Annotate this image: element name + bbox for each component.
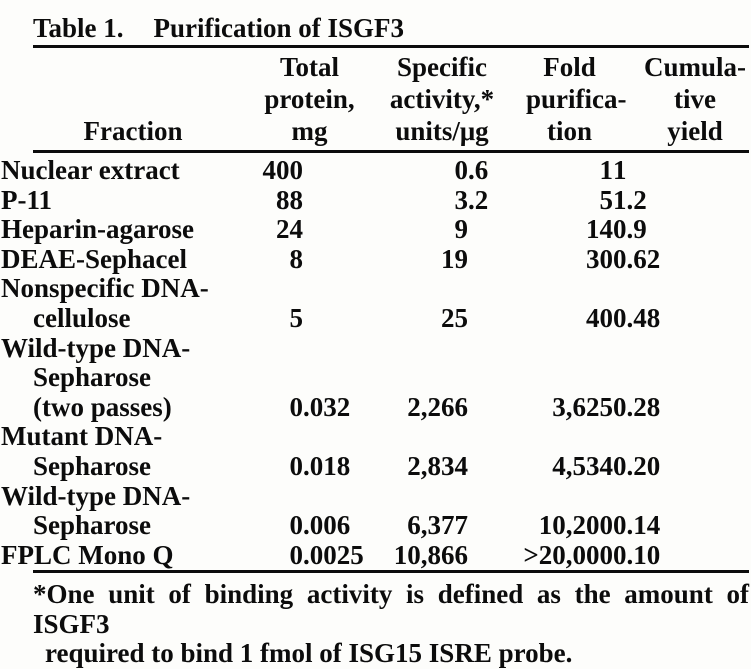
table-header: Fraction Total protein, mg Specific acti…	[33, 46, 749, 153]
cell-cumulative-yield: 0.28	[613, 391, 661, 422]
header-row: Fraction Total protein, mg Specific acti…	[33, 46, 749, 153]
cell-fraction: Heparin-agarose	[1, 214, 194, 245]
cell-cumulative-yield: 1.2	[613, 184, 647, 215]
table-row: Heparin-agarose 24 9 14 0.9	[1, 214, 749, 245]
cell-fraction: Wild-type DNA- Sepharose (two passes)	[1, 332, 191, 422]
footnote-line: *One unit of binding activity is defined…	[33, 579, 749, 639]
column-header-specific-activity: Specific activity,* units/μg	[358, 46, 498, 153]
table-body: Nuclear extract 400 0.6 1 1 P-11 88 3.2 5 1.2 Hepa…	[1, 152, 749, 572]
cell-total-protein: 400	[262, 155, 304, 185]
table-footnote: *One unit of binding activity is defined…	[33, 580, 749, 669]
cell-total-protein: 88	[276, 184, 303, 215]
cell-cumulative-yield: 0.14	[613, 510, 661, 541]
cell-fold-purification: >20,000	[523, 539, 613, 570]
table-row: Wild-type DNA- Sepharose (two passes) 0.0…	[1, 332, 749, 423]
cell-fraction: DEAE-Sephacel	[1, 243, 188, 274]
cell-specific-activity: 10,866	[393, 539, 468, 570]
cell-fraction: P-11	[1, 184, 52, 215]
table-row: DEAE-Sephacel 8 19 30 0.62	[1, 243, 749, 275]
cell-total-protein: 0.018	[289, 450, 351, 481]
cell-fold-purification: 30	[586, 243, 613, 274]
cell-specific-activity: 6,377	[407, 510, 468, 541]
paper-table-figure: Table 1. Purification of ISGF3 Fraction T…	[1, 13, 749, 668]
table-number: Table 1.	[33, 13, 124, 43]
cell-fold-purification: 5	[599, 184, 614, 215]
cell-total-protein: 24	[276, 214, 303, 245]
cell-specific-activity: 25	[441, 302, 468, 333]
cell-fraction: Mutant DNA- Sepharose	[1, 421, 163, 481]
table-title: Table 1. Purification of ISGF3	[33, 13, 749, 44]
column-header-cumulative-yield: Cumula- tive yield	[613, 46, 749, 153]
cell-fold-purification: 3,625	[552, 391, 613, 422]
cell-cumulative-yield: 0.62	[613, 243, 661, 274]
table-caption: Purification of ISGF3	[153, 13, 405, 43]
cell-fold-purification: 40	[586, 302, 613, 333]
table-row: FPLC Mono Q 0.0025 10,866 >20,000 0.10	[1, 539, 749, 572]
cell-fraction: Wild-type DNA- Sepharose	[1, 480, 191, 541]
cell-total-protein: 0.0025	[289, 539, 364, 570]
cell-cumulative-yield: 0.20	[613, 450, 661, 481]
table-row: Nuclear extract 400 0.6 1 1	[1, 152, 749, 186]
table-row: Mutant DNA- Sepharose 0.018 2,834 4,534 0.20	[1, 421, 749, 481]
table-row: Nonspecific DNA- cellulose 5 25 40 0.48	[1, 273, 749, 333]
column-header-total-protein: Total protein, mg	[233, 46, 358, 153]
cell-cumulative-yield: 0.48	[613, 302, 661, 333]
footnote-line: required to bind 1 fmol of ISG15 ISRE pr…	[45, 638, 573, 669]
cell-fold-purification: 1	[599, 155, 614, 185]
cell-fold-purification: 4,534	[552, 450, 613, 481]
cell-total-protein: 0.032	[289, 391, 351, 422]
cell-specific-activity: 3.2	[454, 184, 489, 215]
cell-specific-activity: 2,834	[407, 450, 468, 481]
column-header-fold-purification: Fold purifica- tion	[498, 46, 627, 153]
table-row: P-11 88 3.2 5 1.2	[1, 184, 749, 216]
cell-cumulative-yield: 1	[613, 155, 627, 185]
cell-total-protein: 8	[289, 243, 304, 274]
cell-fraction: Nonspecific DNA- cellulose	[1, 273, 209, 333]
cell-fraction: FPLC Mono Q	[1, 539, 174, 570]
cell-specific-activity: 19	[441, 243, 468, 274]
cell-total-protein: 5	[289, 302, 304, 333]
cell-cumulative-yield: 0.9	[613, 214, 647, 245]
column-header-fraction: Fraction	[33, 46, 233, 153]
cell-fraction: Nuclear extract	[1, 155, 180, 185]
cell-cumulative-yield: 0.10	[613, 539, 661, 570]
cell-fold-purification: 14	[586, 214, 613, 245]
cell-total-protein: 0.006	[289, 510, 351, 541]
cell-fold-purification: 10,200	[538, 510, 613, 541]
cell-specific-activity: 2,266	[407, 391, 468, 422]
cell-specific-activity: 9	[454, 214, 469, 245]
purification-table: Fraction Total protein, mg Specific acti…	[1, 45, 749, 574]
table-row: Wild-type DNA- Sepharose 0.006 6,377 10,200…	[1, 480, 749, 541]
cell-specific-activity: 0.6	[454, 155, 489, 185]
